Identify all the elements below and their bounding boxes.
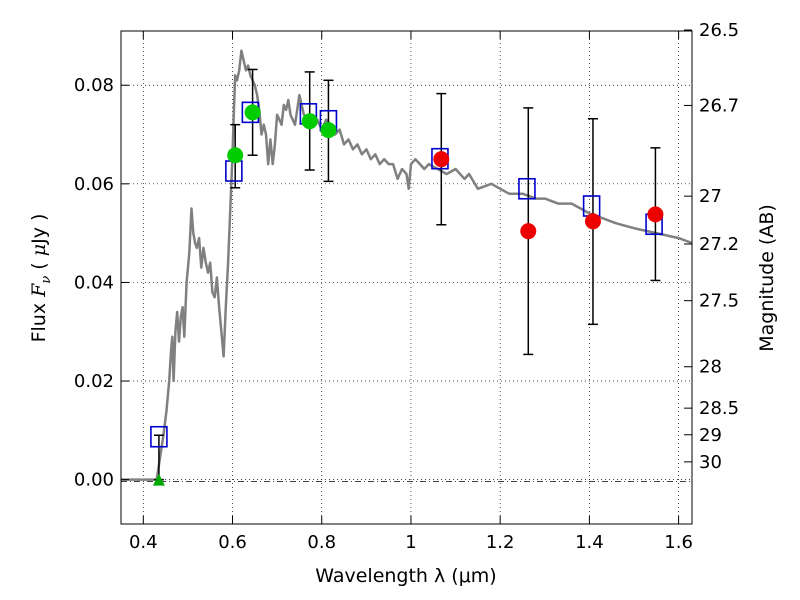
- x-tick-label: 1.6: [664, 532, 693, 553]
- observed-flux-point: [301, 113, 318, 130]
- observed-flux-point: [520, 223, 537, 240]
- model-photometry-square: [225, 160, 243, 182]
- grid-lines: [121, 31, 692, 524]
- x-axis-ticks: 0.4 0.6 0.8 1 1.2 1.4 1.6: [129, 31, 693, 553]
- observed-flux-point: [320, 122, 337, 139]
- y-tick-label: 0.04: [74, 272, 114, 293]
- y-tick-label: 0.00: [74, 470, 114, 491]
- observed-flux-point: [227, 147, 244, 164]
- y2-axis-ticks: 26.5 26.7 27 27.2 27.5 28 28.5 29 30: [684, 20, 739, 473]
- x-tick-label: 1: [405, 532, 416, 553]
- observed-flux-point: [433, 151, 450, 168]
- y2-tick-label: 30: [699, 452, 722, 473]
- x-tick-label: 1.2: [486, 532, 515, 553]
- y2-tick-label: 26.7: [699, 95, 739, 116]
- y2-tick-label: 27.2: [699, 234, 739, 255]
- model-photometry-square: [150, 425, 168, 448]
- plot-frame: [120, 30, 693, 525]
- x-axis-label: Wavelength λ (μm): [315, 565, 496, 587]
- x-tick-label: 0.4: [129, 532, 158, 553]
- y2-tick-label: 26.5: [699, 20, 739, 41]
- error-bars: [153, 68, 661, 481]
- y-tick-label: 0.06: [74, 174, 114, 195]
- y-tick-label: 0.02: [74, 371, 114, 392]
- y2-tick-label: 27.5: [699, 291, 739, 312]
- model-spectrum: [121, 49, 693, 481]
- y-axis-label: Flux Fν ( μJy ): [28, 214, 54, 343]
- y-axis-label-mu: μ: [28, 244, 50, 256]
- observed-flux-point: [584, 213, 601, 230]
- y-axis-label-prefix: Flux: [28, 297, 50, 343]
- y-axis-label-var: F: [28, 283, 50, 298]
- spectrum-line: [121, 49, 693, 481]
- y2-tick-label: 27: [699, 186, 722, 207]
- y2-tick-label: 28.5: [699, 398, 739, 419]
- y-axis-label-mid: (: [28, 256, 50, 276]
- y-axis-label-suffix: Jy ): [28, 214, 50, 245]
- observed-flux-point: [244, 104, 261, 121]
- y2-tick-label: 29: [699, 425, 722, 446]
- data-markers: [150, 101, 664, 486]
- y2-tick-label: 28: [699, 357, 722, 378]
- y-axis-label-sub: ν: [39, 276, 54, 284]
- upper-limit-triangle: [152, 473, 165, 486]
- y2-axis-label: Magnitude (AB): [756, 204, 778, 352]
- y-tick-label: 0.08: [74, 75, 114, 96]
- observed-flux-point: [647, 206, 664, 223]
- x-tick-label: 0.6: [218, 532, 247, 553]
- model-photometry-square: [518, 177, 536, 200]
- y-axis-ticks: 0.00 0.02 0.04 0.06 0.08: [74, 75, 129, 491]
- x-tick-label: 1.4: [575, 532, 604, 553]
- x-tick-label: 0.8: [307, 532, 336, 553]
